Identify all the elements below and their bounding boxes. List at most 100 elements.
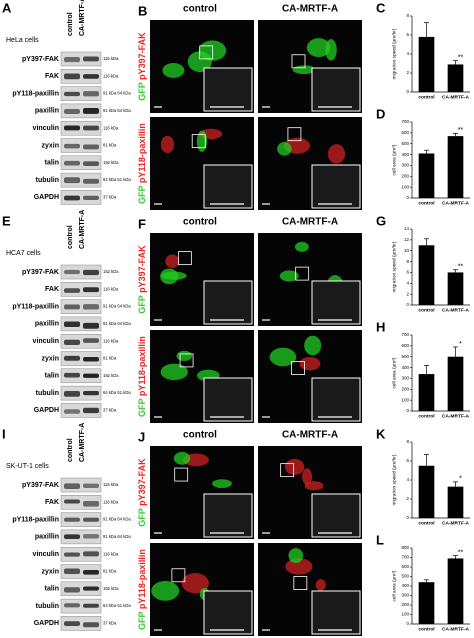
protein-label: vinculin [33, 338, 59, 345]
x-tick-label: control [418, 94, 434, 100]
cell [269, 347, 297, 367]
y-tick-label: 0 [406, 621, 409, 626]
blot-band [83, 144, 99, 150]
y-tick-label: 100 [401, 612, 409, 617]
y-tick-label: 300 [401, 163, 409, 168]
blot-band [64, 56, 80, 63]
blot-band [64, 372, 80, 378]
blot-band [64, 160, 80, 166]
protein-label: pY118-paxillin [12, 516, 59, 523]
significance: ** [458, 127, 464, 134]
blot-band [83, 500, 99, 507]
inset [311, 67, 361, 112]
cell [161, 271, 187, 280]
y-tick-label: 4 [406, 477, 409, 482]
blot-strip [60, 264, 102, 280]
protein-label: talin [45, 373, 59, 380]
y-tick-label: 100 [401, 397, 409, 402]
protein-label: talin [45, 160, 59, 167]
bar [447, 558, 464, 624]
cell [299, 357, 321, 371]
blot-strip [60, 86, 102, 101]
stain-name: pY397-FAK [137, 32, 147, 80]
protein-label: GAPDH [34, 407, 59, 414]
size-label: 91 kDa 64 kDa [103, 108, 131, 113]
blot-band [64, 109, 80, 114]
blot-strip [60, 403, 102, 418]
cell [304, 335, 322, 356]
inset [203, 280, 253, 325]
blot-band [83, 91, 99, 97]
size-label: 116 kDa [103, 73, 119, 78]
bar [447, 356, 464, 411]
blot-band [83, 569, 99, 575]
cell [160, 135, 175, 154]
channel-name: GFP [137, 611, 147, 629]
inset [311, 280, 361, 325]
size-label: 91 kDa 64 kDa [103, 304, 131, 309]
inset [311, 493, 361, 538]
x-tick-label: CA-MRTF-A [442, 200, 469, 206]
y-tick-label: 500 [401, 354, 409, 359]
panel-label: H [376, 319, 385, 334]
protein-label: pY118-paxillin [12, 303, 59, 310]
blot-band [83, 483, 99, 488]
protein-label: talin [45, 586, 59, 593]
bar [418, 153, 435, 198]
y-axis-label: cell area (µm²) [391, 144, 397, 175]
blot-band [83, 534, 99, 539]
bar [447, 486, 464, 518]
blot-band [64, 517, 80, 522]
y-tick-label: 6 [406, 270, 409, 275]
cell [151, 580, 180, 601]
blot-band [83, 551, 99, 557]
protein-label: paxillin [35, 534, 59, 541]
protein-label: pY118-paxillin [12, 90, 59, 97]
cells [277, 137, 346, 164]
stain-name: pY397-FAK [137, 245, 147, 293]
blot-strip [60, 598, 102, 614]
size-label: 116 kDa [103, 56, 119, 61]
cell [277, 142, 292, 156]
size-label: 37 kDa [103, 195, 117, 200]
blot-band [64, 568, 80, 575]
y-tick-label: 300 [401, 376, 409, 381]
protein-label: vinculin [33, 125, 59, 132]
cells [269, 335, 322, 371]
blot-band [64, 269, 80, 275]
blot-band [83, 269, 99, 276]
blot-band [64, 143, 80, 149]
blot-band [83, 622, 99, 628]
size-label: 192 kDa [103, 373, 119, 378]
y-axis-label: migration speed (µm/hr) [391, 241, 397, 292]
blot-band [64, 304, 80, 310]
blot-band [64, 534, 80, 539]
cell-line: HeLa cells [6, 37, 39, 44]
blot-band [64, 125, 80, 131]
stain-name: pY118-paxillin [137, 336, 147, 396]
blot-band [64, 552, 80, 557]
cell [327, 144, 346, 164]
panel-label: D [376, 106, 385, 121]
cell-line: HCA7 cells [6, 250, 41, 257]
blot-band [83, 74, 99, 79]
bar [418, 36, 435, 92]
blot-band [64, 499, 80, 504]
protein-label: GAPDH [34, 194, 59, 201]
y-tick-label: 0 [406, 89, 409, 94]
channel-name: GFP [137, 82, 147, 100]
protein-label: pY397-FAK [22, 56, 59, 63]
roi-box [191, 134, 206, 149]
channel-label: GFP pY118-paxillin [137, 123, 147, 204]
inset [203, 590, 253, 635]
bar [418, 245, 435, 305]
panel-label: E [2, 213, 11, 228]
blot-strip [60, 69, 102, 84]
blot-strip [60, 529, 102, 545]
y-axis-label: migration speed (µm/hr) [391, 454, 397, 505]
y-tick-label: 0 [406, 408, 409, 413]
cell [294, 241, 309, 252]
cell [279, 270, 299, 282]
x-tick-label: CA-MRTF-A [442, 307, 469, 313]
column-label: control [183, 4, 217, 15]
